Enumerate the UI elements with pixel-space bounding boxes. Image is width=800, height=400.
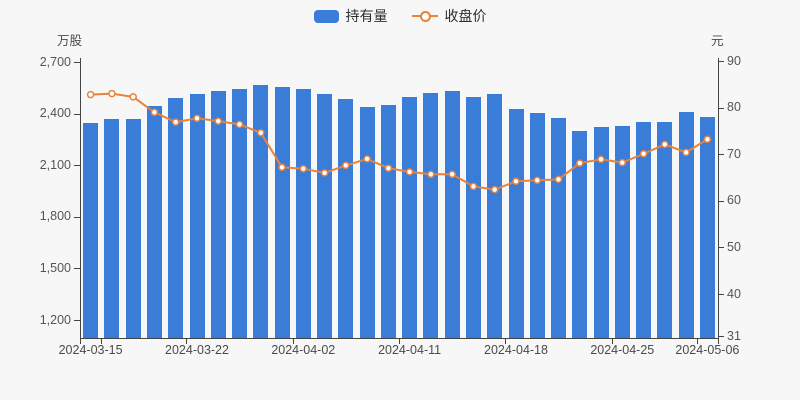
holdings-bar[interactable] bbox=[125, 118, 141, 338]
bar-series-icon bbox=[313, 9, 339, 23]
holdings-bar[interactable] bbox=[295, 88, 311, 338]
x-axis-date-label: 2024-04-11 bbox=[378, 343, 442, 357]
left-axis-tick bbox=[74, 165, 80, 167]
holdings-bar[interactable] bbox=[487, 93, 503, 338]
x-axis-date-label: 2024-04-25 bbox=[590, 343, 655, 357]
holdings-bar[interactable] bbox=[699, 117, 715, 338]
left-axis-tick-label: 2,400 bbox=[39, 106, 71, 121]
holdings-bar[interactable] bbox=[529, 112, 545, 338]
holdings-bar[interactable] bbox=[444, 91, 460, 338]
close-price-point[interactable] bbox=[108, 89, 116, 98]
holdings-bar[interactable] bbox=[359, 107, 375, 338]
right-axis-tick bbox=[718, 247, 724, 249]
right-axis-tick-label: 50 bbox=[727, 239, 741, 254]
legend: 持有量 收盘价 bbox=[0, 6, 800, 26]
x-axis-date-label: 2024-03-15 bbox=[58, 343, 123, 357]
holdings-bar[interactable] bbox=[423, 93, 439, 338]
x-axis-tick bbox=[186, 338, 188, 344]
holdings-bar[interactable] bbox=[232, 89, 247, 338]
holdings-bar[interactable] bbox=[317, 94, 333, 338]
x-axis-tick bbox=[101, 338, 103, 344]
left-axis-tick-label: 1,500 bbox=[39, 260, 71, 275]
holdings-bar[interactable] bbox=[657, 122, 673, 338]
right-axis-unit-label: 元 bbox=[711, 34, 724, 48]
x-axis-date-label: 2024-04-02 bbox=[271, 343, 336, 357]
legend-item-holdings[interactable]: 持有量 bbox=[313, 6, 388, 26]
left-axis-tick-label: 2,100 bbox=[39, 157, 71, 172]
x-axis-tick bbox=[696, 338, 698, 344]
holdings-bar[interactable] bbox=[572, 130, 588, 338]
y-axis-right-line bbox=[718, 58, 719, 339]
holdings-bar[interactable] bbox=[593, 126, 609, 338]
left-axis-tick bbox=[74, 113, 80, 115]
right-axis-tick bbox=[718, 200, 724, 202]
holdings-bar[interactable] bbox=[678, 111, 694, 338]
x-axis-date-label: 2024-03-22 bbox=[165, 343, 229, 357]
right-axis-tick bbox=[718, 154, 724, 156]
holdings-bar[interactable] bbox=[253, 84, 269, 338]
right-axis-tick bbox=[718, 294, 724, 296]
left-axis-unit-label: 万股 bbox=[56, 34, 82, 48]
x-axis-tick bbox=[505, 338, 507, 344]
x-axis-tick bbox=[718, 338, 719, 344]
x-axis-tick bbox=[292, 338, 294, 344]
right-axis-tick bbox=[718, 107, 724, 109]
right-axis-tick-label: 60 bbox=[727, 193, 741, 208]
line-series-icon bbox=[411, 10, 438, 23]
right-axis-tick-label: 70 bbox=[727, 146, 741, 161]
left-axis-tick bbox=[74, 268, 80, 270]
holdings-bar[interactable] bbox=[210, 91, 226, 338]
holdings-bar[interactable] bbox=[465, 97, 481, 338]
right-axis-tick-label: 90 bbox=[727, 53, 741, 68]
left-axis-tick bbox=[74, 216, 80, 218]
x-axis-date-label: 2024-05-06 bbox=[675, 343, 740, 357]
close-price-point[interactable] bbox=[86, 90, 95, 99]
holdings-bar[interactable] bbox=[274, 87, 290, 338]
holdings-bar[interactable] bbox=[508, 109, 524, 338]
right-axis-tick-label: 31 bbox=[727, 328, 741, 343]
close-price-point[interactable] bbox=[129, 93, 137, 101]
holdings-bar[interactable] bbox=[636, 122, 652, 338]
holdings-bar[interactable] bbox=[104, 119, 120, 338]
holdings-bar[interactable] bbox=[189, 94, 205, 338]
left-axis-tick bbox=[74, 62, 80, 63]
holdings-bar[interactable] bbox=[83, 122, 99, 338]
right-axis-tick bbox=[718, 336, 724, 337]
legend-label-close-price: 收盘价 bbox=[444, 8, 487, 24]
x-axis-date-label: 2024-04-18 bbox=[484, 343, 548, 357]
right-axis-tick-label: 40 bbox=[727, 286, 741, 301]
holdings-bar[interactable] bbox=[551, 117, 566, 338]
y-axis-left-line bbox=[80, 58, 81, 339]
x-axis-tick bbox=[80, 338, 81, 344]
x-axis-tick bbox=[399, 338, 400, 344]
legend-item-close-price[interactable]: 收盘价 bbox=[411, 6, 487, 26]
holdings-bar[interactable] bbox=[614, 126, 630, 338]
x-axis-tick bbox=[611, 338, 613, 344]
left-axis-tick-label: 1,800 bbox=[39, 209, 71, 224]
holdings-bar[interactable] bbox=[380, 104, 396, 338]
holdings-bar[interactable] bbox=[146, 105, 162, 338]
holdings-bar[interactable] bbox=[338, 99, 354, 338]
left-axis-tick bbox=[74, 320, 80, 321]
holdings-bar[interactable] bbox=[402, 96, 418, 338]
holdings-bar[interactable] bbox=[168, 98, 184, 338]
left-axis-tick-label: 2,700 bbox=[39, 54, 71, 69]
legend-label-holdings: 持有量 bbox=[345, 8, 388, 24]
left-axis-tick-label: 1,200 bbox=[39, 312, 71, 327]
right-axis-tick bbox=[718, 61, 724, 62]
right-axis-tick-label: 80 bbox=[727, 100, 741, 115]
